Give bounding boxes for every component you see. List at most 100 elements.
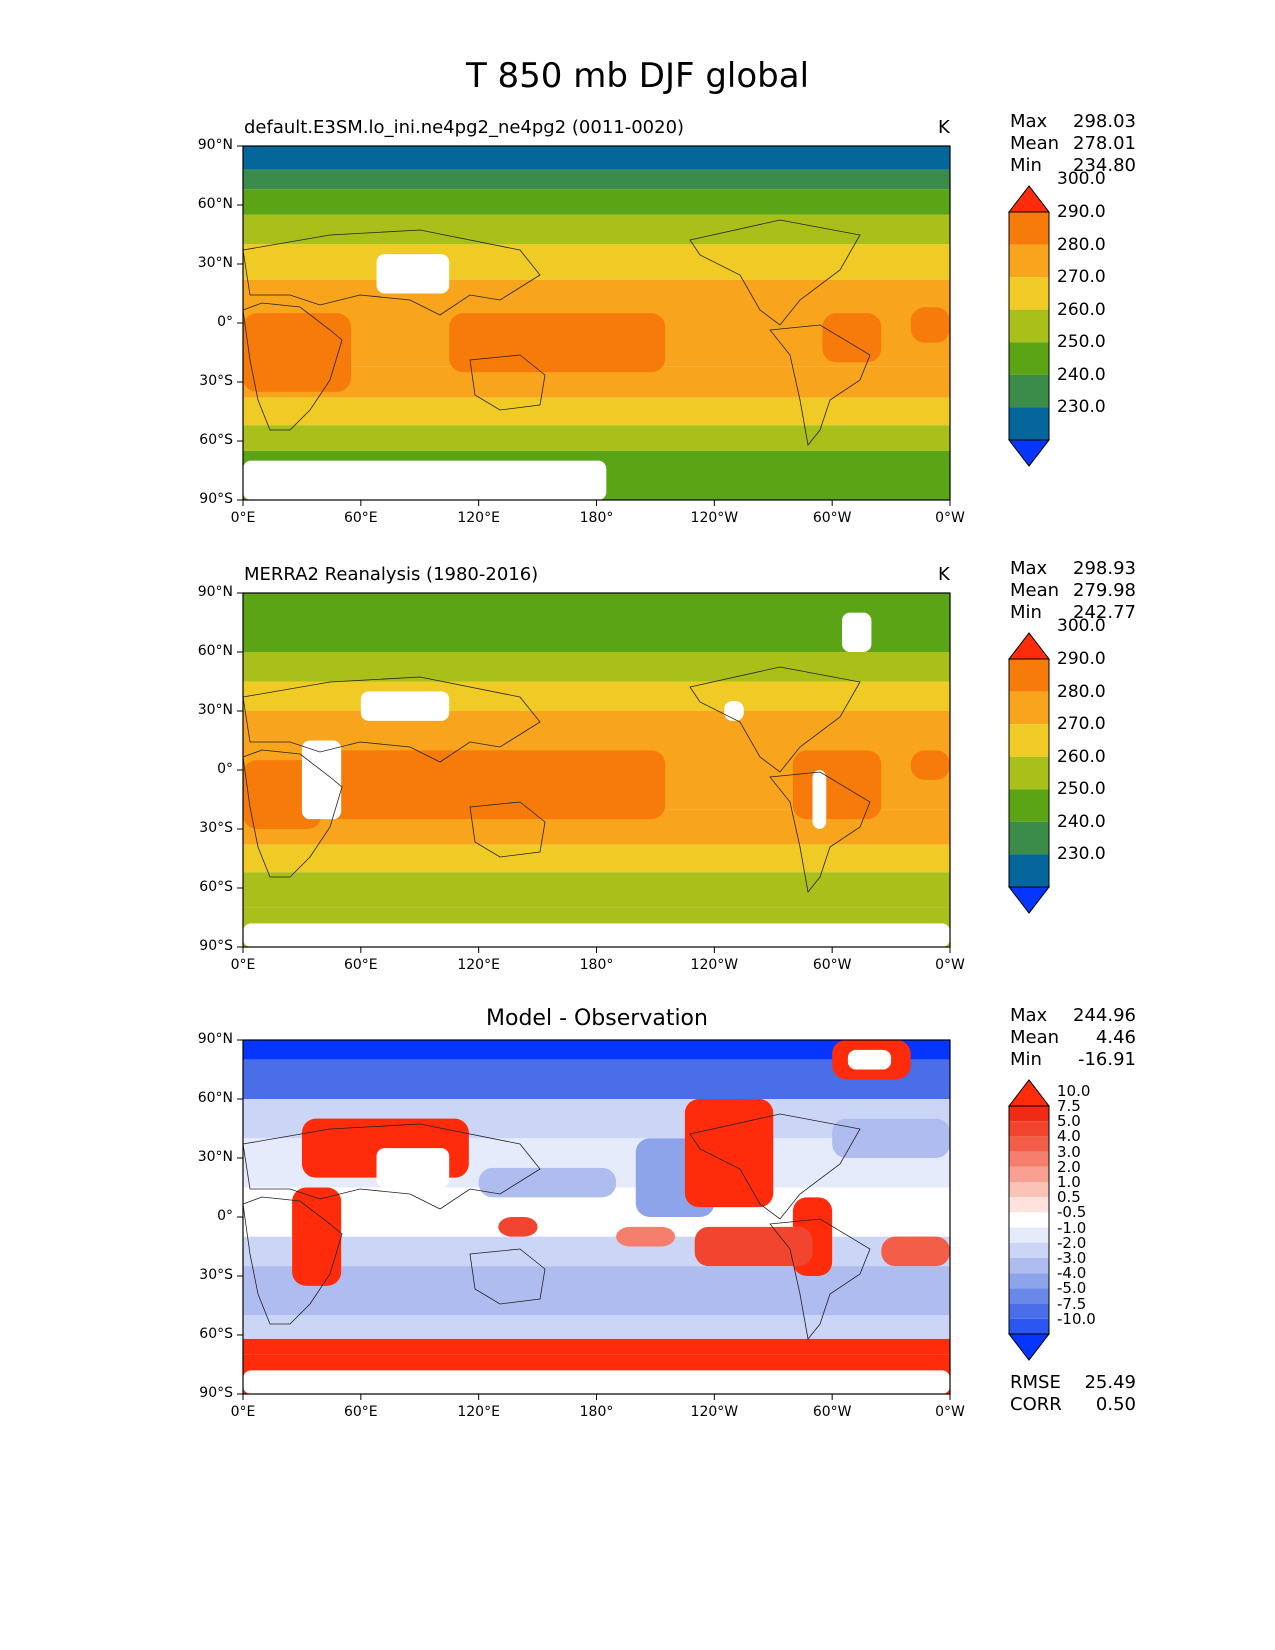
x-tick-label: 60°E [343, 510, 378, 526]
x-tick-label: 120°W [690, 1404, 739, 1420]
colorbar-tick-label: 280.0 [1057, 234, 1106, 255]
lat-band [243, 146, 950, 170]
colorbar-tick-label: -10.0 [1057, 1309, 1096, 1328]
rmse-label: RMSE [1010, 1372, 1061, 1393]
x-tick-label: 180° [579, 1404, 614, 1420]
colorbar-segment [1009, 277, 1049, 310]
map-svg [237, 592, 1051, 953]
colorbar-frame [1008, 211, 1050, 441]
x-tick-label: 120°E [457, 957, 500, 973]
coastline [243, 1123, 541, 1210]
min-label: Min [1010, 1049, 1042, 1070]
lat-band [243, 652, 950, 682]
colorbar-tick-label: 1.0 [1057, 1173, 1081, 1191]
panel-title: MERRA2 Reanalysis (1980-2016) [244, 564, 539, 585]
y-tick-label: 60°S [199, 879, 233, 895]
missing-region [376, 1148, 450, 1188]
mean-value: 279.98 [1073, 580, 1136, 601]
x-tick-label: 0°W [935, 1404, 965, 1420]
colorbar-segment [1009, 1136, 1049, 1152]
map-field [243, 593, 950, 947]
coastline [689, 219, 861, 326]
colorbar-segment [1009, 244, 1049, 278]
coastline [469, 801, 546, 858]
map-svg [237, 1039, 1051, 1400]
panel-observation: MERRA2 Reanalysis (1980-2016) K Max 298.9… [0, 547, 1275, 1007]
colorbar-segment [1009, 1121, 1049, 1137]
colorbar-min-extension [1007, 886, 1051, 914]
colorbar-segment [1009, 1227, 1049, 1243]
panel-title: default.E3SM.lo_ini.ne4pg2_ne4pg2 (0011-… [244, 117, 685, 138]
x-tick-label: 60°E [343, 957, 378, 973]
colorbar-segment [1009, 309, 1049, 343]
lat-band [243, 872, 950, 908]
y-tick-label: 90°S [199, 1385, 233, 1401]
warm-patch [684, 1099, 774, 1208]
colorbar-segment [1009, 1303, 1049, 1319]
warm-patch [910, 307, 950, 343]
stats-box: Max 244.96 Mean 4.46 Min -16.91 [1010, 1005, 1136, 1071]
missing-region [243, 923, 950, 947]
x-tick-label: 0°W [935, 957, 965, 973]
lat-band [243, 189, 950, 215]
colorbar-segment [1009, 691, 1049, 725]
corr-label: CORR [1010, 1394, 1062, 1415]
y-tick-label: 30°N [197, 1149, 233, 1165]
x-tick-label: 60°E [343, 1404, 378, 1420]
colorbar-tick-label: 2.0 [1057, 1157, 1081, 1176]
y-tick-label: 60°N [197, 196, 233, 212]
missing-region [376, 254, 450, 294]
colorbar-tick-label: 230.0 [1057, 397, 1106, 418]
y-tick-label: 90°S [199, 491, 233, 507]
colorbar-segment [1009, 1212, 1049, 1228]
colorbar-min-extension [1007, 439, 1051, 467]
colorbar-max-extension [1007, 632, 1051, 660]
colorbar-segment [1009, 212, 1049, 245]
lat-band [243, 397, 950, 426]
x-tick-label: 0°E [230, 1404, 256, 1420]
x-tick-label: 120°E [457, 510, 500, 526]
colorbar-tick-label: 260.0 [1057, 746, 1106, 767]
lat-band [243, 681, 950, 711]
colorbar-segment [1009, 1182, 1049, 1198]
coastline [769, 324, 871, 446]
colorbar-tick-label: 280.0 [1057, 681, 1106, 702]
coastline [469, 1248, 546, 1305]
colorbar-segment [1009, 1166, 1049, 1182]
colorbar-tick-label: 10.0 [1057, 1081, 1091, 1100]
coastline [243, 229, 541, 316]
colorbar-tick-label: 260.0 [1057, 299, 1106, 320]
warm-patch [449, 313, 666, 373]
max-value: 298.93 [1073, 558, 1136, 579]
colorbar-tick-label: -0.5 [1057, 1203, 1087, 1222]
colorbar-segment [1009, 821, 1049, 855]
colorbar-segment [1009, 407, 1049, 440]
lat-band [243, 1236, 950, 1267]
colorbar-segment [1009, 789, 1049, 822]
max-value: 244.96 [1073, 1005, 1136, 1026]
rmse-value: 25.49 [1084, 1372, 1136, 1393]
warm-patch [822, 313, 882, 363]
colorbar-segment [1009, 374, 1049, 408]
missing-region [812, 770, 827, 829]
colorbar-tick-label: -3.0 [1057, 1249, 1087, 1267]
coastline [243, 302, 343, 431]
missing-region [841, 612, 872, 652]
colorbar-segment [1009, 659, 1049, 692]
x-tick-label: 120°W [690, 510, 739, 526]
coastline [243, 676, 541, 763]
lat-band [243, 844, 950, 873]
warm-patch [694, 1226, 813, 1267]
y-tick-label: 30°N [197, 255, 233, 271]
map-field [243, 1040, 950, 1394]
coastline [769, 771, 871, 893]
colorbar-tick-label: 7.5 [1057, 1097, 1081, 1115]
colorbar-segment [1009, 1151, 1049, 1167]
coastline [689, 666, 861, 773]
colorbar-tick-label: 290.0 [1057, 202, 1106, 222]
stats-box: Max 298.03 Mean 278.01 Min 234.80 [1010, 111, 1136, 177]
figure-title: T 850 mb DJF global [465, 56, 810, 96]
cool-patch [832, 1118, 950, 1158]
colorbar-segment [1009, 1318, 1049, 1334]
